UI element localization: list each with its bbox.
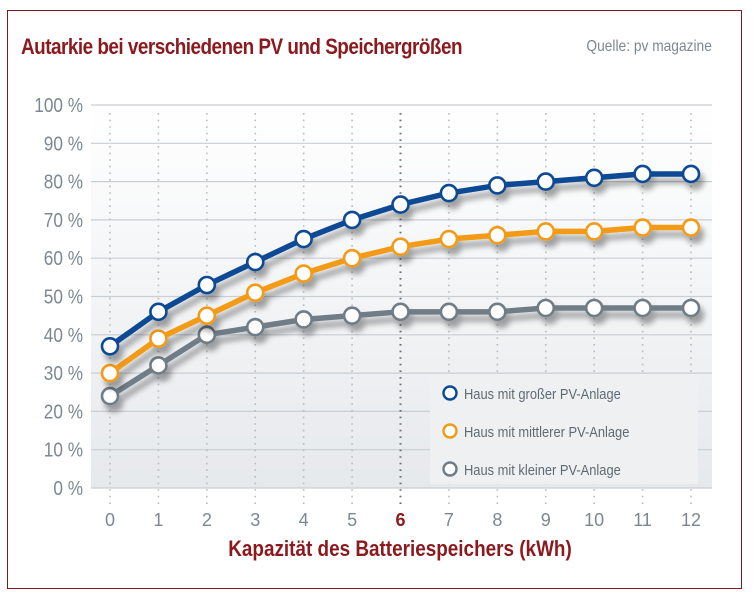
y-tick-label: 70 % bbox=[44, 209, 83, 232]
data-point bbox=[342, 210, 362, 230]
legend-marker-icon bbox=[442, 385, 458, 401]
chart-title: Autarkie bei verschiedenen PV und Speich… bbox=[21, 34, 463, 59]
x-tick-label: 9 bbox=[541, 510, 551, 530]
data-point bbox=[439, 183, 459, 203]
x-tick-label: 0 bbox=[105, 510, 115, 530]
data-point bbox=[391, 302, 410, 322]
data-point bbox=[439, 302, 459, 322]
data-point bbox=[633, 218, 652, 237]
legend-label: Haus mit mittlerer PV-Anlage bbox=[464, 423, 630, 440]
x-tick-label: 8 bbox=[492, 510, 502, 530]
data-point bbox=[584, 222, 604, 241]
data-point bbox=[633, 298, 652, 318]
chart-source: Quelle: pv magazine bbox=[586, 38, 712, 55]
x-tick-label: 7 bbox=[444, 510, 454, 530]
data-point bbox=[100, 336, 120, 356]
legend-marker-icon bbox=[442, 461, 458, 477]
y-tick-label: 80 % bbox=[44, 170, 83, 193]
data-point bbox=[488, 176, 507, 195]
data-point bbox=[536, 298, 556, 318]
data-point bbox=[294, 264, 313, 283]
data-point bbox=[584, 168, 604, 188]
y-tick-label: 10 % bbox=[44, 438, 83, 461]
data-point bbox=[391, 237, 410, 257]
x-tick-label: 5 bbox=[347, 510, 357, 530]
data-point bbox=[149, 356, 168, 375]
data-point bbox=[342, 306, 362, 325]
data-point bbox=[197, 275, 217, 295]
data-point bbox=[197, 306, 217, 325]
data-point bbox=[681, 298, 701, 318]
data-point bbox=[681, 218, 701, 237]
legend-label: Haus mit großer PV-Anlage bbox=[464, 385, 621, 402]
series-haus-mit-kleiner-pv-anlage bbox=[100, 298, 701, 406]
data-point bbox=[536, 222, 556, 241]
data-point bbox=[584, 298, 604, 318]
y-tick-label: 50 % bbox=[44, 285, 83, 308]
data-point bbox=[294, 229, 313, 249]
data-point bbox=[149, 329, 168, 348]
x-axis-label: Kapazität des Batteriespeichers (kWh) bbox=[228, 537, 572, 562]
legend-label: Haus mit kleiner PV-Anlage bbox=[464, 461, 621, 478]
x-axis-ticks: 0 1 2 3 4 5 6 7 8 9 10 11 12 bbox=[105, 510, 701, 530]
data-point bbox=[439, 229, 459, 249]
data-point bbox=[536, 172, 556, 191]
data-point bbox=[245, 283, 265, 302]
legend: Haus mit großer PV-Anlage Haus mit mittle… bbox=[430, 374, 698, 484]
x-tick-label: 11 bbox=[633, 510, 652, 530]
data-point bbox=[100, 363, 120, 383]
y-tick-label: 20 % bbox=[44, 400, 83, 423]
data-point bbox=[149, 302, 168, 322]
x-tick-label: 4 bbox=[299, 510, 309, 530]
x-tick-label: 2 bbox=[202, 510, 212, 530]
y-axis-ticks: 0 % 10 % 20 % 30 % 40 % 50 % 60 % 70 % 80 % 90 % 1… bbox=[34, 94, 83, 500]
y-tick-label: 40 % bbox=[44, 324, 83, 347]
data-point bbox=[197, 325, 217, 345]
data-point bbox=[488, 302, 507, 322]
y-tick-label: 60 % bbox=[44, 247, 83, 270]
data-point bbox=[245, 317, 265, 337]
x-tick-label: 3 bbox=[250, 510, 260, 530]
data-point bbox=[633, 164, 652, 184]
data-point bbox=[342, 248, 362, 268]
data-point bbox=[681, 164, 701, 184]
y-tick-label: 90 % bbox=[44, 132, 83, 155]
data-point bbox=[294, 310, 313, 329]
legend-marker-icon bbox=[442, 423, 458, 439]
x-tick-label: 6 bbox=[395, 510, 405, 530]
data-point bbox=[245, 252, 265, 272]
x-tick-label: 10 bbox=[584, 510, 604, 530]
data-point bbox=[488, 225, 507, 245]
series-haus-mit-mittlerer-pv-anlage bbox=[100, 218, 701, 383]
x-tick-label: 12 bbox=[681, 510, 701, 530]
series-group bbox=[100, 164, 701, 406]
y-tick-label: 100 % bbox=[34, 94, 83, 117]
data-point bbox=[391, 195, 410, 214]
x-tick-label: 1 bbox=[153, 510, 163, 530]
series-haus-mit-gro-er-pv-anlage bbox=[100, 164, 701, 356]
y-tick-label: 30 % bbox=[44, 362, 83, 385]
y-tick-label: 0 % bbox=[53, 477, 83, 500]
data-point bbox=[100, 386, 120, 406]
chart-frame bbox=[7, 10, 742, 589]
legend-background bbox=[430, 374, 698, 484]
